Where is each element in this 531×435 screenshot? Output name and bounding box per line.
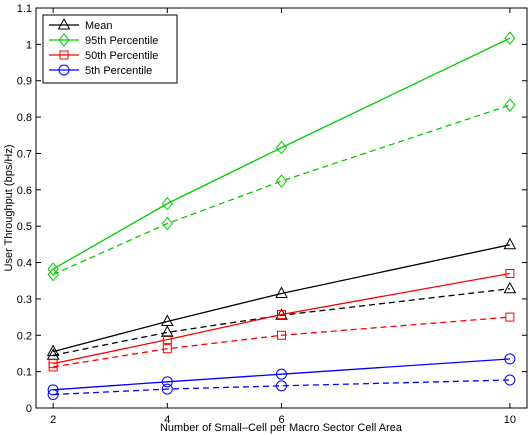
data-point-circle xyxy=(161,376,173,388)
series-group xyxy=(47,31,516,276)
series-group xyxy=(47,98,516,282)
y-tick-label: 1 xyxy=(26,39,32,51)
data-point-square xyxy=(162,335,172,345)
series-line xyxy=(52,244,511,353)
data-point-square xyxy=(48,362,58,372)
series-group xyxy=(46,237,517,357)
series-line xyxy=(52,104,511,276)
x-tick-label: 6 xyxy=(278,414,284,426)
data-point-square xyxy=(277,310,286,320)
series-line xyxy=(52,272,510,365)
y-tick-label: 0.7 xyxy=(17,148,32,160)
y-tick-label: 0.2 xyxy=(17,330,32,342)
data-point-circle xyxy=(504,374,516,386)
data-point-diamond xyxy=(275,174,288,188)
legend-label: 50th Percentile xyxy=(85,50,158,62)
data-point-triangle xyxy=(503,281,517,294)
series-group xyxy=(47,374,516,401)
legend-item: Mean xyxy=(49,17,113,32)
series-group xyxy=(47,353,516,396)
legend-item: 5th Percentile xyxy=(49,64,152,77)
data-point-diamond xyxy=(161,216,173,231)
data-point-square xyxy=(162,344,172,354)
series-line xyxy=(53,379,510,396)
data-point-triangle xyxy=(275,286,288,298)
legend-item: 95th Percentile xyxy=(49,33,158,47)
data-point-circle xyxy=(58,64,70,76)
x-axis-title: Number of Small–Cell per Macro Sector Ce… xyxy=(160,422,403,434)
data-point-square xyxy=(59,50,69,60)
data-point-square xyxy=(277,330,286,340)
series-layer xyxy=(46,31,517,401)
legend-box xyxy=(42,14,178,84)
legend-item: 50th Percentile xyxy=(49,50,158,62)
y-axis-title: User Throughput (bps/Hz) xyxy=(3,145,15,272)
series-line xyxy=(53,288,510,356)
y-tick-label: 0.3 xyxy=(17,294,32,306)
series-line xyxy=(53,358,510,391)
data-point-diamond xyxy=(504,31,516,45)
x-tick-label: 2 xyxy=(50,414,56,426)
legend-label: 5th Percentile xyxy=(85,65,152,77)
series-group xyxy=(48,312,515,372)
data-point-diamond xyxy=(504,98,516,112)
legend-label: 95th Percentile xyxy=(85,35,158,47)
data-point-diamond xyxy=(275,140,288,155)
data-point-triangle xyxy=(46,344,60,357)
y-tick-label: 1.1 xyxy=(17,3,32,15)
data-point-diamond xyxy=(58,33,70,47)
series-line xyxy=(53,316,510,368)
legend-label: Mean xyxy=(85,20,113,32)
data-point-circle xyxy=(47,389,59,401)
x-tick-label: 10 xyxy=(504,414,516,426)
data-point-square xyxy=(505,268,515,278)
data-point-circle xyxy=(504,353,516,365)
x-axis: 2 4 6 10 xyxy=(50,8,516,426)
y-tick-label: 0.5 xyxy=(17,221,32,233)
y-tick-label: 0.4 xyxy=(17,258,32,270)
data-point-triangle xyxy=(503,237,517,250)
data-point-circle xyxy=(276,368,287,380)
data-point-circle xyxy=(161,383,173,395)
data-point-square xyxy=(505,312,515,322)
y-tick-label: 0 xyxy=(26,403,32,415)
y-tick-label: 0.1 xyxy=(17,367,32,379)
data-point-diamond xyxy=(47,267,59,282)
series-line xyxy=(52,37,511,270)
data-point-circle xyxy=(276,380,287,392)
legend: Mean 95th Percentile 50th Percentile 5th Pe… xyxy=(42,14,178,84)
y-axis: 0 0.1 0.2 0.3 0.4 0.5 0.6 0.7 0.8 0.9 1 1.1 xyxy=(17,3,527,415)
data-point-circle xyxy=(47,384,59,396)
data-point-triangle xyxy=(57,17,71,30)
y-tick-label: 0.8 xyxy=(17,112,32,124)
y-tick-label: 0.6 xyxy=(17,185,32,197)
x-tick-label: 4 xyxy=(164,414,170,426)
data-point-triangle xyxy=(160,325,174,337)
y-tick-label: 0.9 xyxy=(17,76,32,88)
data-point-diamond xyxy=(47,262,59,276)
data-point-diamond xyxy=(161,196,173,211)
